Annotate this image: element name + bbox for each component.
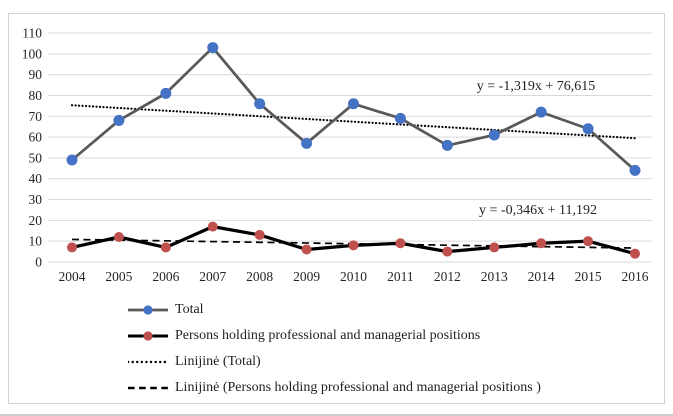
y-axis-tick-label: 80 — [29, 88, 43, 103]
trendline-equation-total: y = -1,319x + 76,615 — [476, 79, 596, 94]
legend-label-total: Total — [175, 302, 204, 317]
data-point-total — [582, 123, 594, 135]
x-axis-tick-label: 2011 — [387, 269, 414, 284]
legend-item-total: Total — [128, 297, 541, 323]
data-point-total — [394, 112, 406, 124]
x-axis-tick-label: 2014 — [528, 269, 555, 284]
chart-frame — [8, 13, 665, 404]
legend-label-persons: Persons holding professional and manager… — [175, 328, 481, 343]
data-point-persons — [254, 229, 265, 240]
data-point-total — [348, 98, 359, 110]
data-point-total — [535, 106, 547, 118]
x-axis-tick-label: 2015 — [575, 269, 602, 284]
x-axis-tick-label: 2016 — [622, 269, 649, 284]
trendline-equation-persons: y = -0,346x + 11,192 — [479, 203, 597, 218]
x-axis-tick-label: 2012 — [434, 269, 461, 284]
legend-marker-linear-total — [128, 356, 168, 368]
y-axis-tick-label: 40 — [29, 171, 43, 186]
x-axis-tick-label: 2005 — [105, 269, 132, 284]
y-axis-tick-label: 10 — [29, 234, 43, 249]
x-axis-tick-label: 2008 — [246, 269, 273, 284]
legend-label-linear-total: Linijinė (Total) — [175, 354, 261, 369]
data-point-persons — [67, 242, 77, 253]
data-point-total — [301, 137, 313, 149]
y-axis-tick-label: 90 — [29, 67, 43, 82]
legend-label-linear-persons: Linijinė (Persons holding professional a… — [175, 380, 541, 395]
data-point-total — [160, 87, 172, 99]
data-point-persons — [207, 221, 218, 232]
data-point-total — [207, 42, 219, 54]
data-point-total — [113, 114, 125, 126]
x-axis-tick-label: 2009 — [293, 269, 320, 284]
x-axis-tick-label: 2010 — [340, 269, 367, 284]
legend-item-linear-persons: Linijinė (Persons holding professional a… — [128, 375, 541, 401]
data-point-persons — [583, 236, 594, 247]
y-axis-tick-label: 20 — [29, 213, 43, 228]
y-axis-tick-label: 50 — [29, 150, 43, 165]
y-axis-tick-label: 0 — [35, 255, 42, 270]
y-axis-tick-label: 110 — [22, 26, 42, 41]
data-point-persons — [630, 248, 640, 259]
y-axis-tick-label: 100 — [22, 46, 43, 61]
legend-marker-linear-persons — [128, 382, 168, 394]
trendline-dotted — [70, 104, 637, 140]
y-axis-tick-label: 60 — [29, 130, 43, 145]
legend-marker-total — [128, 304, 168, 316]
page-edge-line — [0, 414, 673, 416]
y-axis-tick-label: 30 — [29, 192, 43, 207]
legend-item-linear-total: Linijinė (Total) — [128, 349, 541, 375]
chart-legend: Total Persons holding professional and m… — [128, 297, 541, 401]
x-axis-tick-label: 2004 — [59, 269, 86, 284]
data-point-persons — [536, 238, 547, 249]
legend-marker-persons — [128, 330, 168, 342]
data-point-total — [254, 98, 266, 110]
data-point-total — [66, 154, 78, 166]
x-axis-tick-label: 2007 — [199, 269, 226, 284]
data-point-total — [488, 129, 500, 141]
data-point-persons — [113, 232, 124, 243]
data-point-persons — [160, 242, 171, 253]
x-axis-tick-label: 2013 — [481, 269, 508, 284]
data-point-total — [629, 164, 641, 176]
data-point-persons — [395, 238, 406, 249]
data-point-persons — [489, 242, 500, 253]
data-point-persons — [301, 244, 312, 255]
data-point-persons — [442, 246, 453, 257]
data-point-total — [441, 139, 453, 151]
x-axis-tick-label: 2006 — [152, 269, 179, 284]
y-axis-tick-label: 70 — [29, 109, 43, 124]
data-point-persons — [348, 240, 359, 251]
legend-item-persons: Persons holding professional and manager… — [128, 323, 541, 349]
